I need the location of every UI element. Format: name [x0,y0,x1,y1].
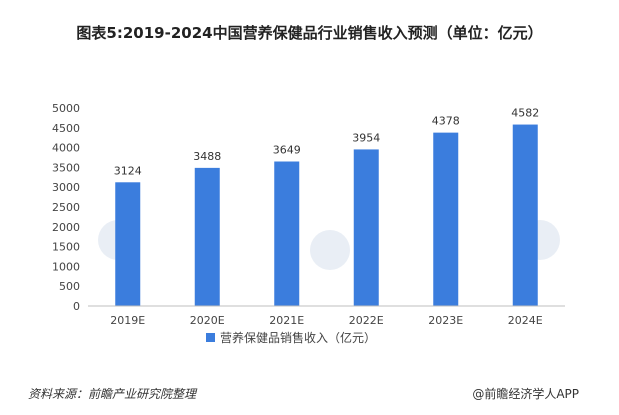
y-axis: 0 500 1000 1500 2000 2500 3000 3500 4000 4500 5000 [52,102,80,313]
y-tick-label-6: 3000 [52,181,80,194]
y-tick-label-5: 2500 [52,201,80,214]
bar-2020E [194,167,220,306]
legend-label: 营养保健品销售收入（亿元） [220,330,376,345]
data-label-2022E: 3954 [352,131,380,144]
y-tick-label-4: 2000 [52,221,80,234]
x-tick-label-2021E: 2021E [269,314,304,327]
bar-2022E [353,149,379,306]
y-tick-label-10: 5000 [52,102,80,115]
source-note: 资料来源：前瞻产业研究院整理 [28,387,197,401]
y-tick-label-0: 0 [73,300,80,313]
y-tick-label-2: 1000 [52,260,80,273]
bar-chart: 0 500 1000 1500 2000 2500 3000 3500 4000 4500 5000… [52,102,565,345]
data-label-2019E: 3124 [114,164,142,177]
y-tick-label-7: 3500 [52,161,80,174]
watermarks [98,220,560,270]
data-label-2020E: 3488 [193,150,221,163]
y-tick-label-9: 4500 [52,122,80,135]
x-tick-label-2023E: 2023E [428,314,463,327]
bar-2019E [115,182,141,306]
x-tick-label-2024E: 2024E [508,314,543,327]
data-label-2021E: 3649 [273,143,301,156]
y-tick-label-8: 4000 [52,142,80,155]
legend-swatch [206,333,215,342]
chart-title: 图表5:2019-2024中国营养保健品行业销售收入预测（单位：亿元） [76,24,543,42]
data-label-2024E: 4582 [511,107,539,120]
legend: 营养保健品销售收入（亿元） [206,330,376,345]
x-axis: 2019E 2020E 2021E 2022E 2023E 2024E [88,305,565,327]
bar-2021E [274,161,300,306]
bar-2024E [512,124,538,306]
bars: 3124 3488 3649 3954 4378 4582 [114,107,539,306]
watermark-logo-2 [310,230,350,270]
x-tick-label-2020E: 2020E [190,314,225,327]
x-tick-label-2022E: 2022E [349,314,384,327]
y-tick-label-1: 500 [59,280,80,293]
bar-2023E [433,132,459,306]
x-tick-label-2019E: 2019E [110,314,145,327]
data-label-2023E: 4378 [432,115,460,128]
y-tick-label-3: 1500 [52,241,80,254]
credit-note: @前瞻经济学人APP [472,387,579,401]
